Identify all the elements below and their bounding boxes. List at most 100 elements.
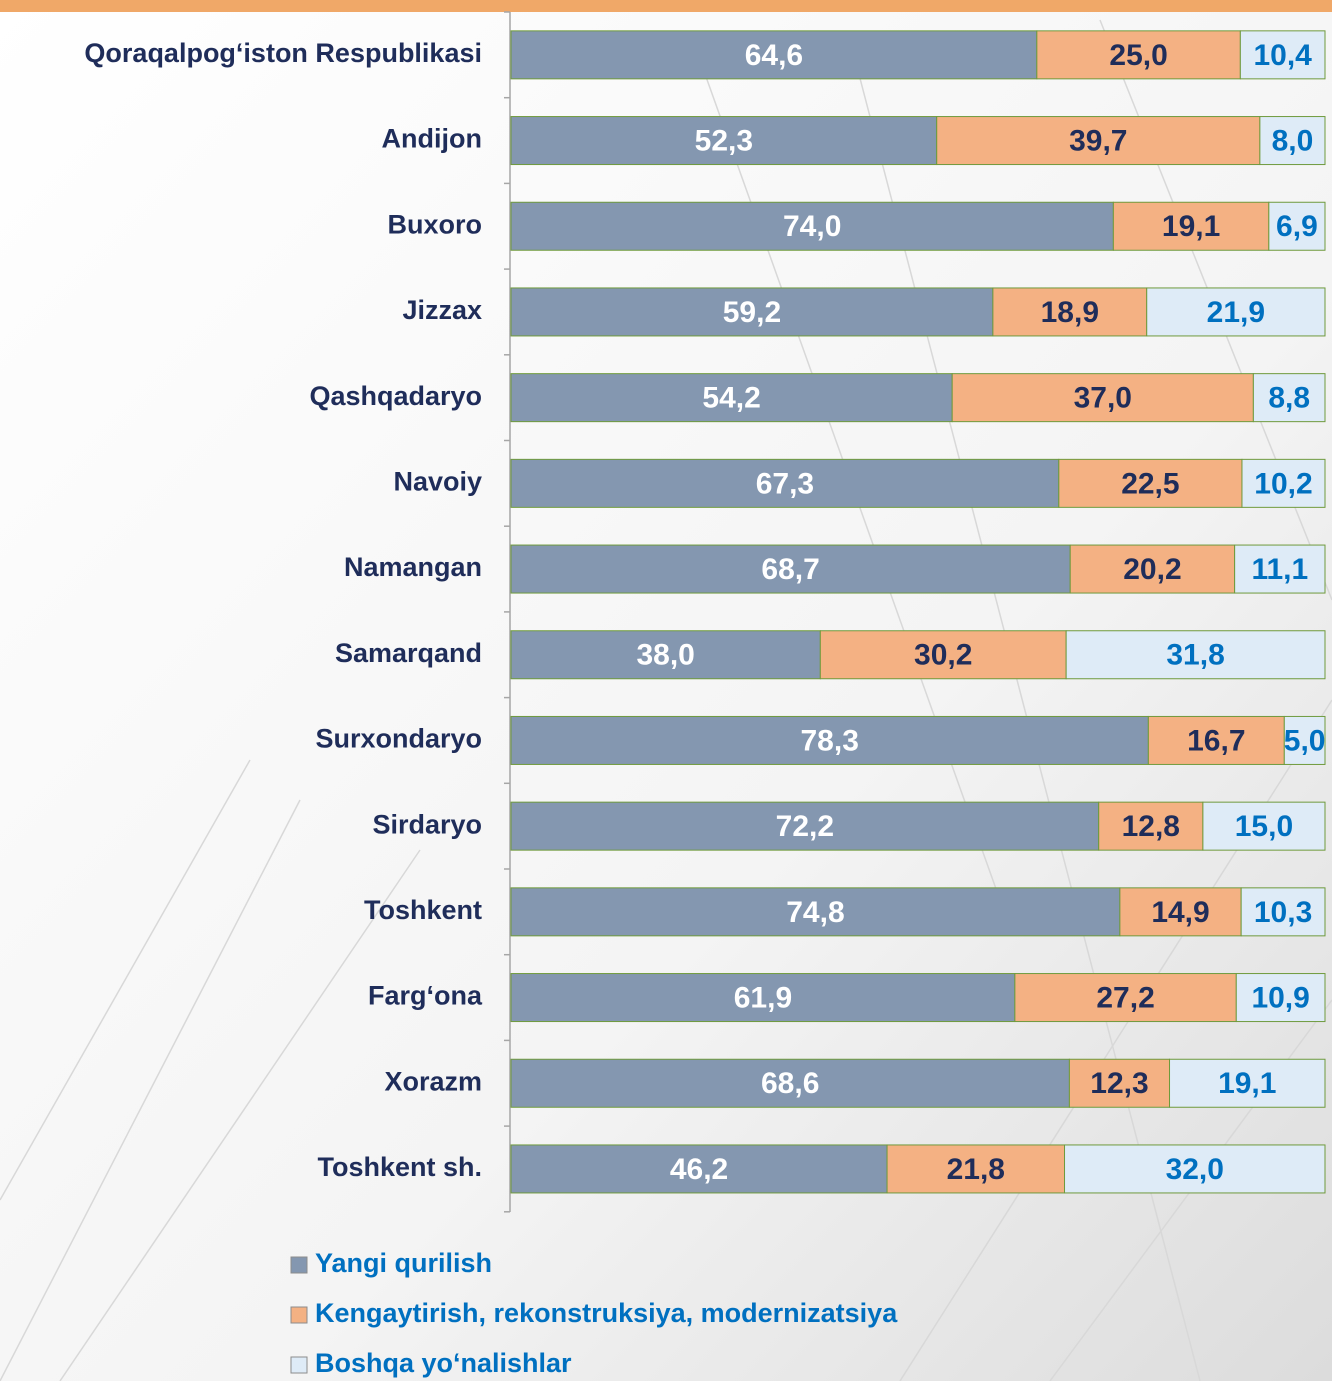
- bar-segment: [1065, 630, 1326, 680]
- value-label: 12,8: [1122, 810, 1180, 843]
- bar-segment: [1268, 201, 1326, 251]
- category-label: Xorazm: [384, 1066, 482, 1096]
- bar-segment: [510, 373, 953, 423]
- bar-segment: [1241, 458, 1326, 508]
- value-label: 12,3: [1090, 1067, 1148, 1100]
- bar-segment: [1112, 201, 1270, 251]
- value-label: 46,2: [670, 1153, 728, 1186]
- value-label: 16,7: [1187, 724, 1245, 757]
- category-label: Sirdaryo: [372, 809, 482, 839]
- bar-segment: [1068, 1058, 1171, 1108]
- value-label: 54,2: [702, 382, 760, 415]
- bar-segment: [1240, 887, 1326, 937]
- value-label: 20,2: [1123, 553, 1181, 586]
- category-label: Samarqand: [335, 638, 482, 668]
- category-label: Andijon: [382, 124, 482, 154]
- bar-segment: [510, 201, 1114, 251]
- bar-segment: [510, 1058, 1070, 1108]
- bar-segment: [1259, 116, 1326, 166]
- bar-segment: [510, 287, 994, 337]
- bar-segment: [1098, 801, 1204, 851]
- bar-segment: [1147, 715, 1285, 765]
- bar-segment: [1146, 287, 1326, 337]
- category-label: Toshkent: [364, 895, 482, 925]
- bar-segment: [510, 1144, 888, 1194]
- category-label: Navoiy: [393, 466, 482, 496]
- value-label: 10,9: [1251, 981, 1309, 1014]
- value-label: 8,0: [1272, 124, 1314, 157]
- category-label: Namangan: [344, 552, 482, 582]
- bar-segment: [1119, 887, 1242, 937]
- bar-segment: [1235, 973, 1326, 1023]
- legend-marker: [290, 1306, 308, 1324]
- bar-segment: [510, 458, 1060, 508]
- value-label: 74,0: [783, 210, 841, 243]
- value-label: 72,2: [776, 810, 834, 843]
- bar-segment: [1234, 544, 1326, 594]
- bar-segment: [510, 715, 1149, 765]
- value-label: 10,3: [1254, 896, 1312, 929]
- category-label: Toshkent sh.: [317, 1152, 482, 1182]
- bar-segment: [1283, 715, 1326, 765]
- category-label: Qashqadaryo: [309, 381, 482, 411]
- bar-segment: [936, 116, 1261, 166]
- bar-segment: [510, 801, 1100, 851]
- category-label: Farg‘ona: [368, 981, 483, 1011]
- value-label: 22,5: [1121, 467, 1179, 500]
- bar-segment: [510, 630, 821, 680]
- bar-segment: [1252, 373, 1326, 423]
- bar-segment: [1169, 1058, 1326, 1108]
- value-label: 15,0: [1235, 810, 1293, 843]
- legend-label: Kengaytirish, rekonstruksiya, modernizat…: [315, 1298, 898, 1328]
- value-label: 74,8: [786, 896, 844, 929]
- bar-segment: [1064, 1144, 1326, 1194]
- bar-segment: [1069, 544, 1236, 594]
- value-label: 64,6: [745, 39, 803, 72]
- bar-segment: [992, 287, 1148, 337]
- value-label: 78,3: [800, 724, 858, 757]
- value-label: 59,2: [723, 296, 781, 329]
- value-label: 61,9: [734, 981, 792, 1014]
- bar-segment: [510, 973, 1016, 1023]
- category-label: Surxondaryo: [315, 724, 482, 754]
- legend-marker: [290, 1256, 308, 1274]
- bar-segment: [1036, 30, 1241, 80]
- value-label: 32,0: [1166, 1153, 1224, 1186]
- value-label: 37,0: [1074, 382, 1132, 415]
- value-label: 21,8: [947, 1153, 1005, 1186]
- legend-marker: [290, 1356, 308, 1374]
- value-label: 31,8: [1166, 639, 1224, 672]
- value-label: 10,2: [1254, 467, 1312, 500]
- bar-segment: [510, 30, 1038, 80]
- value-label: 10,4: [1253, 39, 1312, 72]
- value-label: 21,9: [1207, 296, 1265, 329]
- value-label: 67,3: [756, 467, 814, 500]
- value-label: 39,7: [1069, 124, 1127, 157]
- value-label: 19,1: [1218, 1067, 1276, 1100]
- value-label: 52,3: [695, 124, 753, 157]
- value-label: 11,1: [1251, 553, 1308, 586]
- bar-segment: [819, 630, 1067, 680]
- legend-label: Boshqa yo‘nalishlar: [315, 1348, 572, 1378]
- top-strip: [0, 0, 1332, 12]
- value-label: 38,0: [636, 639, 694, 672]
- bar-segment: [1058, 458, 1243, 508]
- bar-segment: [1014, 973, 1237, 1023]
- value-label: 6,9: [1276, 210, 1318, 243]
- category-label: Buxoro: [388, 209, 483, 239]
- value-label: 68,7: [761, 553, 819, 586]
- legend-label: Yangi qurilish: [315, 1248, 492, 1278]
- value-label: 68,6: [761, 1067, 819, 1100]
- value-label: 27,2: [1096, 981, 1154, 1014]
- value-label: 14,9: [1151, 896, 1209, 929]
- bar-segment: [886, 1144, 1066, 1194]
- value-label: 25,0: [1109, 39, 1167, 72]
- value-label: 18,9: [1041, 296, 1099, 329]
- value-label: 30,2: [914, 639, 972, 672]
- value-label: 19,1: [1162, 210, 1220, 243]
- value-label: 8,8: [1268, 382, 1310, 415]
- category-label: Qoraqalpog‘iston Respublikasi: [84, 38, 482, 68]
- value-label: 5,0: [1284, 724, 1326, 757]
- bar-segment: [1239, 30, 1326, 80]
